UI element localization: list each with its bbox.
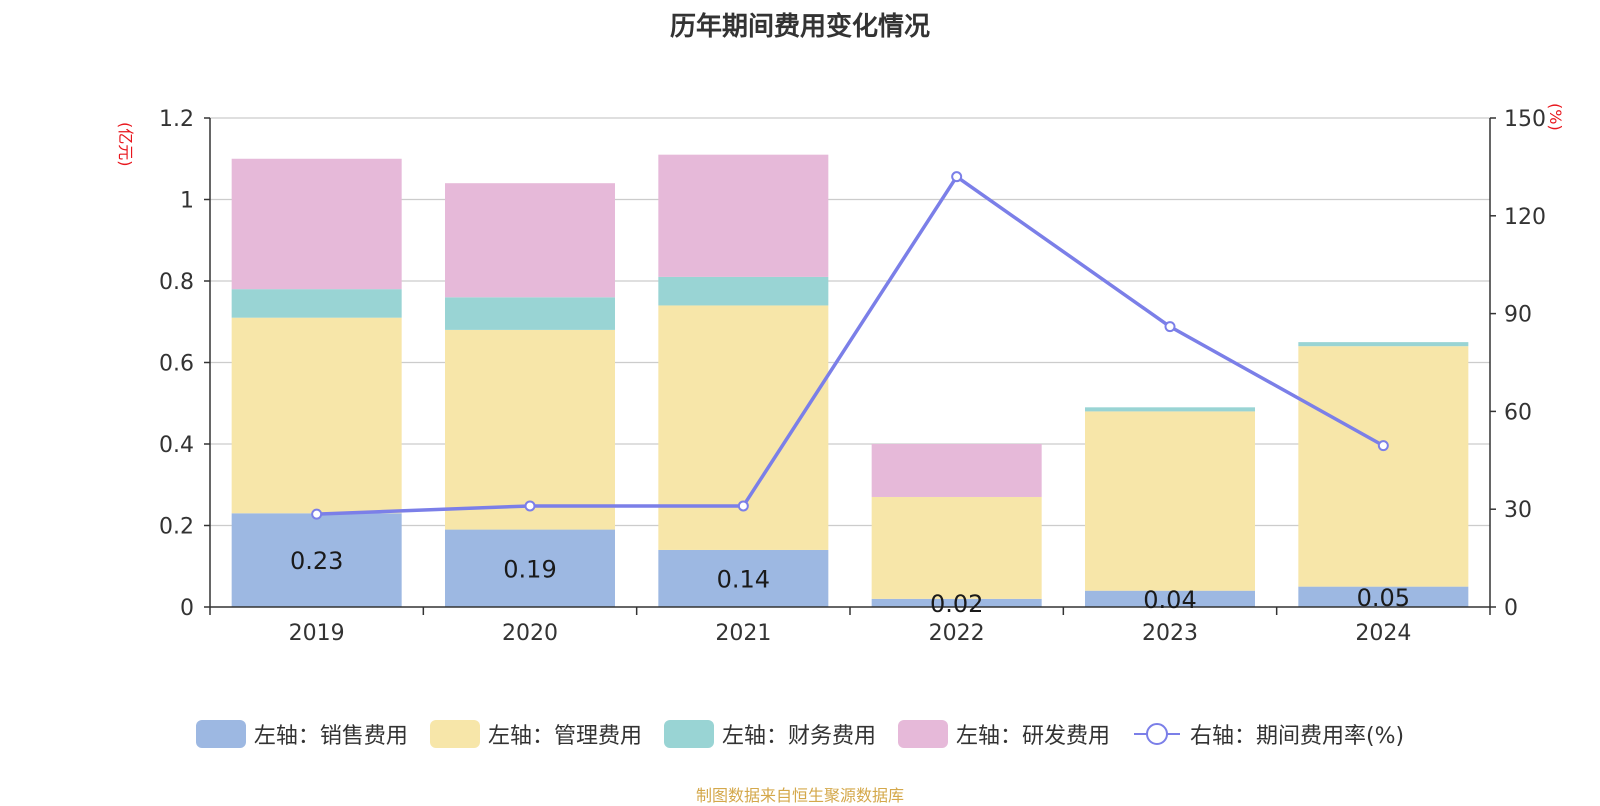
legend-swatch — [429, 720, 480, 748]
left-axis-tick-label: 0 — [180, 596, 194, 621]
bar-segment — [445, 183, 615, 298]
bar-segment — [1298, 346, 1469, 587]
chart-title: 历年期间费用变化情况 — [669, 12, 930, 42]
legend-item[interactable]: 左轴：销售费用 — [195, 718, 408, 750]
bar-data-label: 0.23 — [290, 547, 343, 575]
left-axis-tick-label: 1 — [180, 189, 194, 214]
bar-data-label: 0.14 — [717, 565, 770, 593]
legend-item[interactable]: 左轴：财务费用 — [663, 718, 876, 750]
bar-data-label: 0.19 — [503, 555, 556, 583]
rate-point — [524, 500, 536, 512]
legend-line-swatch — [1133, 723, 1180, 745]
bar-segment — [445, 297, 615, 330]
left-axis-tick-label: 1.2 — [159, 107, 194, 132]
bar-segment — [658, 154, 829, 277]
right-axis-tick-label: 0 — [1504, 596, 1518, 621]
bar-segment — [1298, 342, 1469, 347]
bar-segment — [658, 305, 829, 550]
legend-item[interactable]: 左轴：研发费用 — [897, 718, 1110, 750]
x-axis-tick-label: 2019 — [289, 621, 345, 646]
rate-point — [311, 508, 323, 520]
left-axis-tick-label: 0.8 — [159, 270, 194, 295]
chart-legend: 左轴：销售费用 左轴：管理费用 左轴：财务费用 左轴：研发费用 右轴：期间费用率(%) — [0, 718, 1600, 750]
legend-swatch — [663, 720, 714, 748]
rate-point — [951, 171, 963, 183]
legend-swatch — [897, 720, 948, 748]
bar-segment — [658, 549, 829, 607]
rate-point — [1164, 321, 1176, 333]
right-axis-tick-label: 120 — [1504, 205, 1546, 230]
x-axis-tick-label: 2020 — [502, 621, 558, 646]
right-axis-tick-label: 90 — [1504, 303, 1532, 328]
x-axis-tick-label: 2022 — [929, 621, 985, 646]
x-axis-tick-label: 2021 — [715, 621, 771, 646]
bar-data-label: 0.02 — [930, 590, 983, 618]
left-axis-tick-label: 0.6 — [159, 352, 194, 377]
legend-label: 左轴：销售费用 — [253, 724, 408, 749]
bar-segment — [871, 444, 1042, 497]
bar-data-label: 0.04 — [1143, 586, 1196, 614]
x-axis-tick-label: 2024 — [1355, 621, 1411, 646]
bar-segment — [231, 513, 402, 607]
bar-data-label: 0.05 — [1357, 584, 1410, 612]
legend-item[interactable]: 右轴：期间费用率(%) — [1132, 718, 1404, 750]
bar-segment — [231, 317, 402, 514]
rate-line — [316, 174, 1385, 516]
bar-segment — [871, 598, 1042, 607]
legend-label: 左轴：财务费用 — [721, 724, 876, 749]
legend-swatch — [195, 720, 246, 748]
data-source-note: 制图数据来自恒生聚源数据库 — [695, 786, 904, 805]
bar-segment — [1085, 590, 1255, 607]
bar-segment — [1298, 586, 1469, 607]
bar-segment — [1085, 411, 1255, 591]
legend-label: 左轴：研发费用 — [955, 724, 1110, 749]
rate-point — [737, 500, 749, 512]
left-axis-tick-label: 0.4 — [159, 433, 194, 458]
x-axis-tick-label: 2023 — [1142, 621, 1198, 646]
rate-point — [1377, 440, 1389, 452]
right-axis-tick-label: 60 — [1504, 400, 1532, 425]
bar-segment — [231, 158, 402, 290]
bar-segment — [445, 529, 615, 607]
chart-canvas: 0 0.2 0.4 0.6 0.8 1 1.2 0 30 60 90 120 150 2019 2020 20… — [159, 107, 1546, 646]
legend-item[interactable]: 左轴：管理费用 — [429, 718, 642, 750]
right-axis-tick-label: 30 — [1504, 498, 1532, 523]
left-axis-tick-label: 0.2 — [159, 515, 194, 540]
right-axis-tick-label: 150 — [1504, 107, 1546, 132]
bar-segment — [658, 276, 829, 306]
bar-segment — [445, 329, 615, 530]
legend-label: 左轴：管理费用 — [487, 724, 642, 749]
legend-label: 右轴：期间费用率(%) — [1189, 724, 1405, 749]
bar-segment — [871, 496, 1042, 599]
bar-segment — [1085, 407, 1255, 412]
bar-segment — [231, 289, 402, 318]
